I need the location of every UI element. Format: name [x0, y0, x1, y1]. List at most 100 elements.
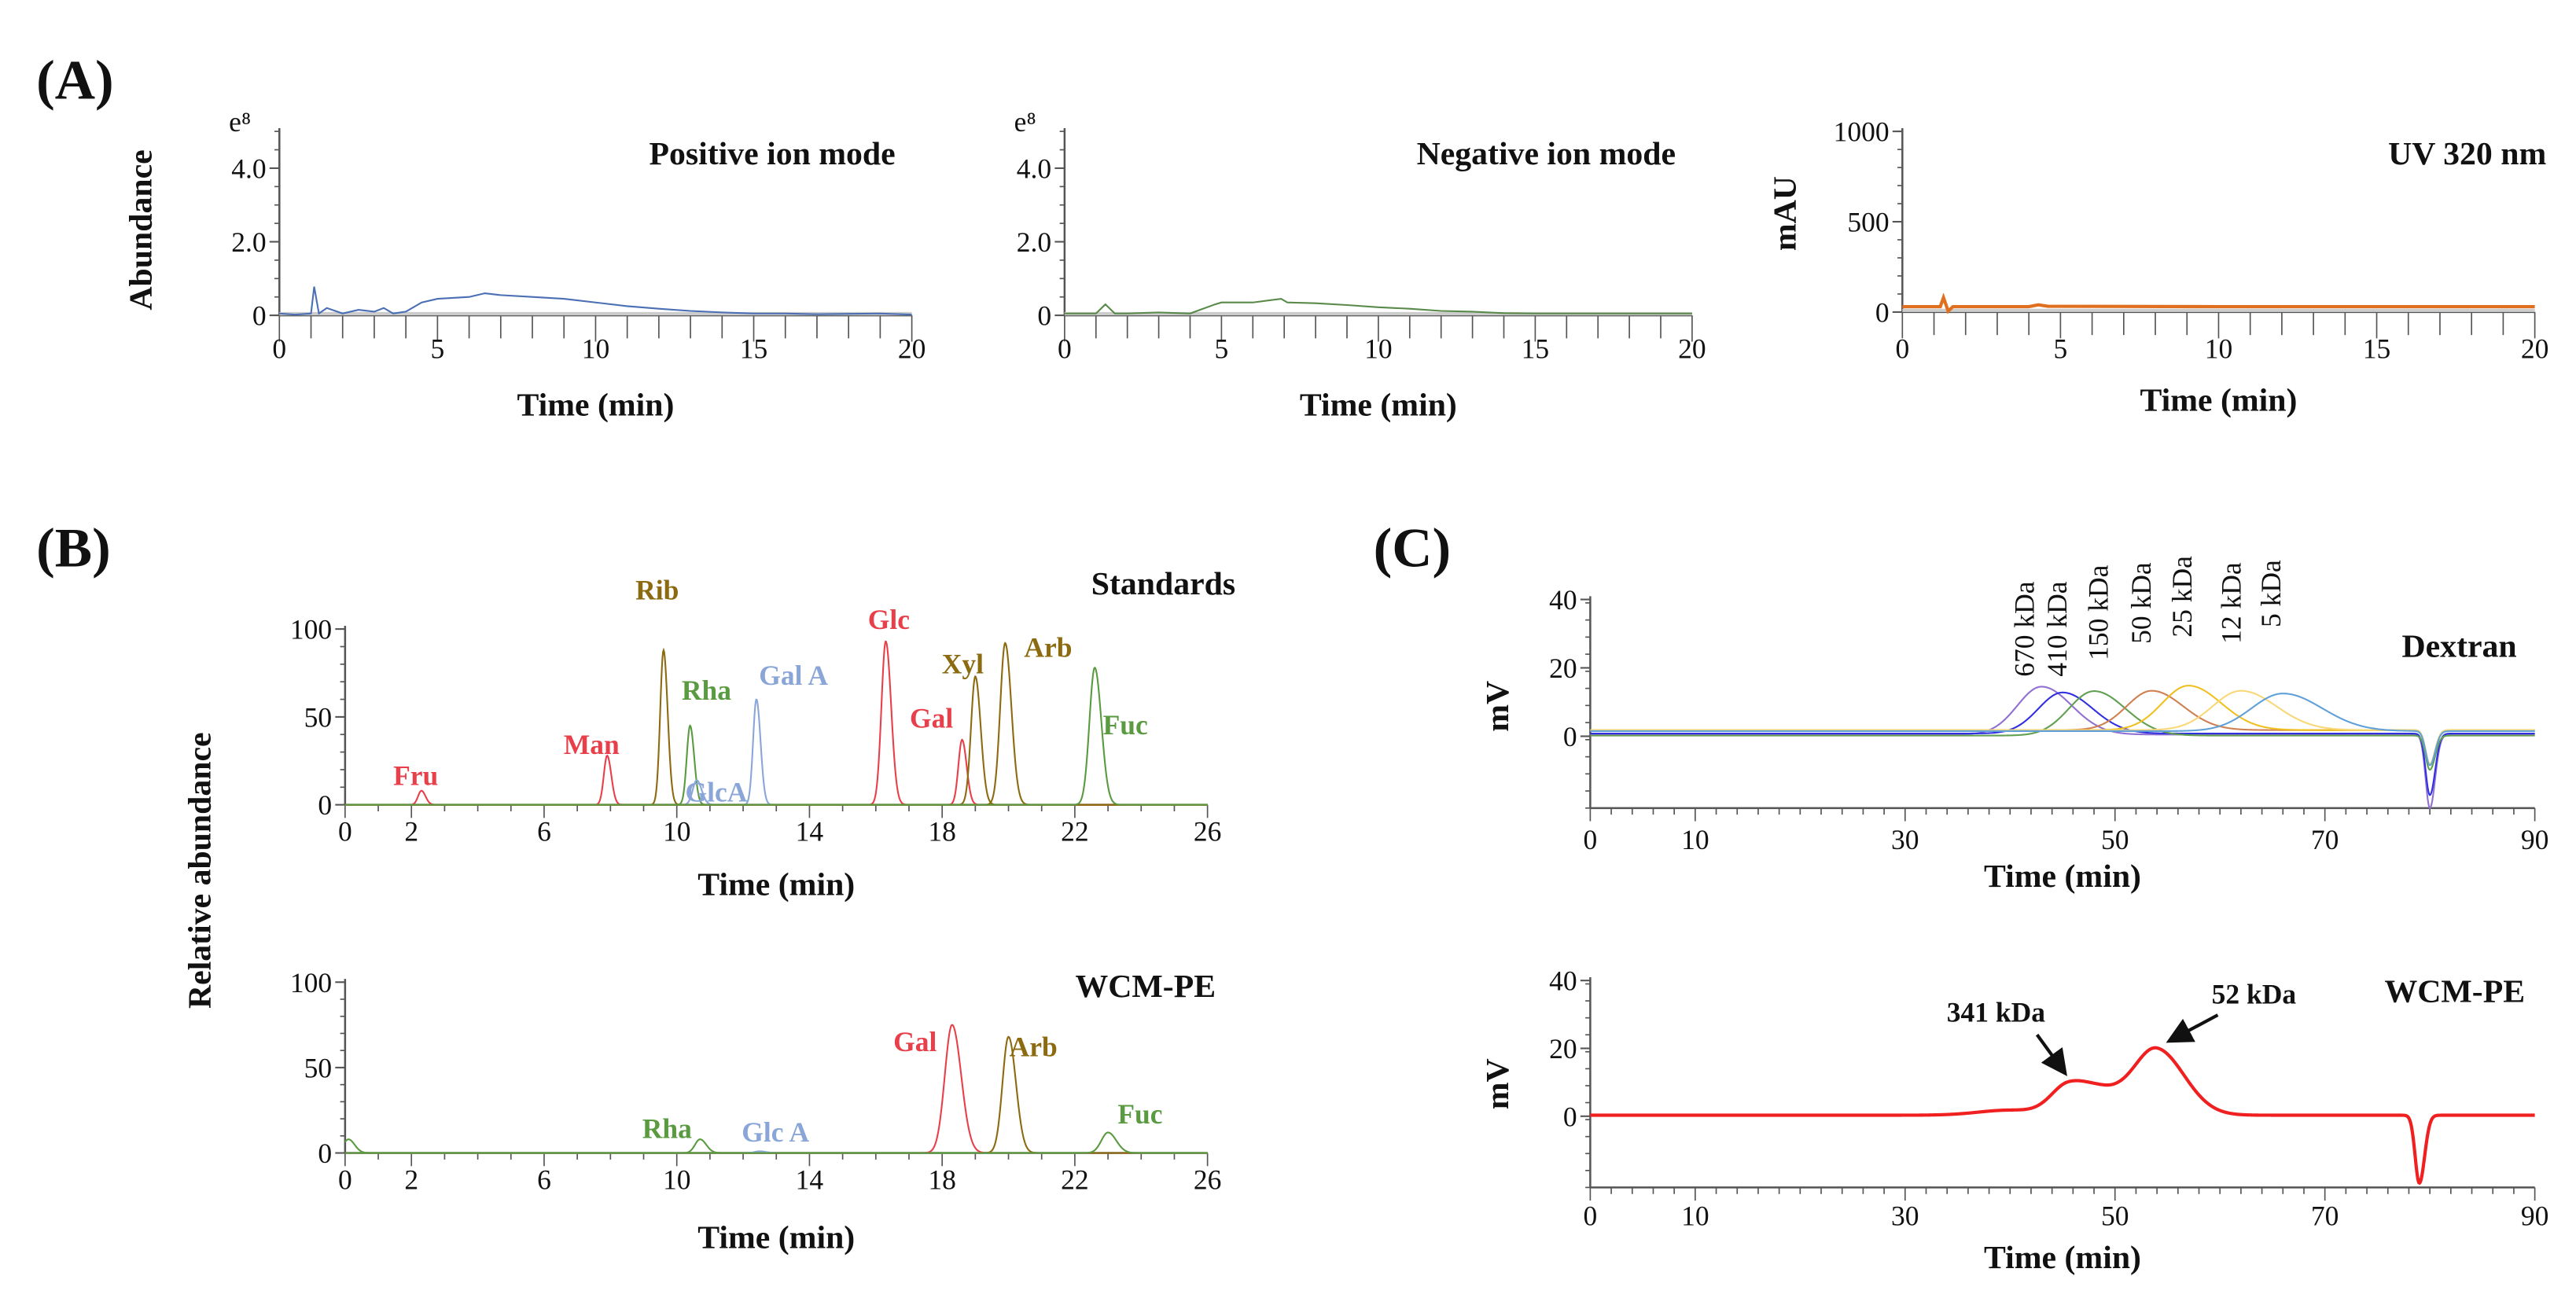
x-tick-label: 6 — [537, 1164, 551, 1195]
y-tick-label: 100 — [290, 614, 332, 645]
x-axis-label: Time (min) — [2140, 382, 2298, 418]
y-tick-label: 1000 — [1834, 116, 1890, 148]
x-tick-label: 5 — [1215, 333, 1229, 364]
x-tick-label: 50 — [2101, 1200, 2129, 1231]
y-tick-label: 40 — [1549, 584, 1577, 616]
y-tick-label: 50 — [304, 1052, 333, 1083]
y-tick-label: 4.0 — [1017, 153, 1051, 184]
panel-label-b: (B) — [36, 518, 111, 579]
x-tick-label: 2 — [404, 1164, 418, 1195]
y-tick-label: 0 — [1563, 1101, 1577, 1132]
series-line — [1590, 691, 2535, 796]
series-label: 25 kDa — [2166, 556, 2198, 638]
x-axis-label: Time (min) — [517, 388, 674, 424]
x-tick-label: 10 — [1681, 1200, 1709, 1231]
series-line — [344, 724, 1208, 806]
x-tick-label: 5 — [431, 333, 445, 364]
x-tick-label: 10 — [2205, 333, 2232, 364]
series-label: 150 kDa — [2082, 564, 2114, 660]
y-tick-label: 2.0 — [231, 226, 266, 258]
x-tick-label: 6 — [537, 816, 551, 848]
series-line — [344, 1131, 1208, 1154]
y-multiplier: e⁸ — [229, 106, 251, 138]
chart-title: WCM-PE — [1075, 969, 1216, 1005]
x-tick-label: 10 — [582, 333, 610, 364]
y-tick-label: 0 — [1037, 300, 1051, 332]
series-line — [344, 698, 1208, 806]
x-tick-label: 22 — [1061, 1164, 1089, 1195]
annotation-arrow — [2166, 1013, 2219, 1043]
chart-title: WCM-PE — [2384, 973, 2525, 1009]
peak-label: GlcA — [686, 776, 748, 807]
y-tick-label: 40 — [1549, 965, 1577, 997]
y-tick-label: 500 — [1847, 207, 1889, 238]
y-tick-label: 50 — [304, 701, 333, 733]
x-tick-label: 70 — [2311, 824, 2339, 855]
x-tick-label: 10 — [663, 816, 691, 848]
series-line — [1590, 689, 2535, 766]
annotation-label: 341 kDa — [1947, 996, 2046, 1028]
peak-label: Man — [564, 729, 620, 760]
x-tick-label: 90 — [2521, 824, 2549, 855]
x-tick-label: 2 — [404, 816, 418, 848]
y-tick-label: 20 — [1549, 1033, 1577, 1064]
peak-label: Fuc — [1103, 709, 1148, 741]
series-line — [1590, 690, 2535, 771]
x-tick-label: 10 — [1681, 824, 1709, 855]
chart-a1: 0 5 10 15 20 0 2.0 4.0 Time (min) Abundance e⁸ Posi… — [123, 106, 926, 423]
series-line — [344, 754, 1208, 806]
annotation-arrow — [2035, 1033, 2067, 1076]
series-line — [279, 286, 912, 316]
x-tick-label: 0 — [1058, 333, 1072, 364]
x-tick-label: 14 — [796, 1164, 824, 1195]
y-tick-label: 0 — [1875, 296, 1890, 328]
x-axis-label: Time (min) — [697, 867, 855, 903]
y-multiplier: e⁸ — [1014, 106, 1036, 138]
x-tick-label: 0 — [272, 333, 286, 364]
x-tick-label: 10 — [663, 1164, 691, 1195]
x-tick-label: 15 — [2363, 333, 2391, 364]
chart-a3: 0 5 10 15 20 0 500 1000 Time (min) mAU UV 320 nm — [1768, 116, 2549, 419]
panel-label-a: (A) — [36, 50, 114, 111]
x-tick-label: 70 — [2311, 1200, 2339, 1231]
chart-title: Positive ion mode — [649, 136, 895, 172]
x-tick-label: 0 — [1584, 1200, 1598, 1231]
x-tick-label: 30 — [1891, 824, 1919, 855]
peak-label: Fru — [393, 760, 438, 792]
chart-a2: 0 5 10 15 20 0 2.0 4.0 Time (min) e⁸ Negative ion … — [1014, 106, 1706, 423]
x-tick-label: 20 — [1678, 333, 1706, 364]
x-tick-label: 20 — [898, 333, 926, 364]
chart-c1: 0 10 30 50 70 90 0 20 40 Time (min) mV Dextran 670 k… — [1480, 556, 2548, 895]
x-tick-label: 18 — [928, 1164, 956, 1195]
peak-label: Arb — [1024, 632, 1072, 664]
x-axis-label: Time (min) — [1300, 388, 1457, 424]
x-tick-label: 0 — [1895, 333, 1909, 364]
peak-label: Rib — [635, 575, 679, 606]
series-line — [344, 666, 1208, 806]
peak-label: Glc A — [742, 1116, 809, 1148]
series-label: 12 kDa — [2216, 562, 2247, 644]
x-tick-label: 14 — [796, 816, 824, 848]
y-tick-label: 100 — [290, 967, 332, 998]
chart-title: UV 320 nm — [2388, 136, 2546, 172]
series-label: 670 kDa — [2008, 581, 2040, 677]
x-tick-label: 0 — [338, 816, 352, 848]
y-tick-label: 0 — [252, 300, 267, 332]
y-tick-label: 0 — [318, 789, 332, 821]
peak-label: Rha — [642, 1113, 692, 1145]
chart-title: Negative ion mode — [1417, 136, 1676, 172]
series-line — [344, 789, 1208, 806]
chart-title: Standards — [1091, 566, 1235, 602]
y-tick-label: 2.0 — [1017, 226, 1051, 258]
chart-title: Dextran — [2401, 629, 2516, 665]
peak-label: Xyl — [942, 649, 984, 680]
y-axis-label: mAU — [1768, 176, 1804, 251]
y-tick-label: 0 — [1563, 721, 1577, 752]
x-axis-label: Time (min) — [1984, 1240, 2141, 1276]
annotation-label: 52 kDa — [2212, 978, 2297, 1009]
x-tick-label: 20 — [2521, 333, 2549, 364]
x-tick-label: 10 — [1364, 333, 1393, 364]
